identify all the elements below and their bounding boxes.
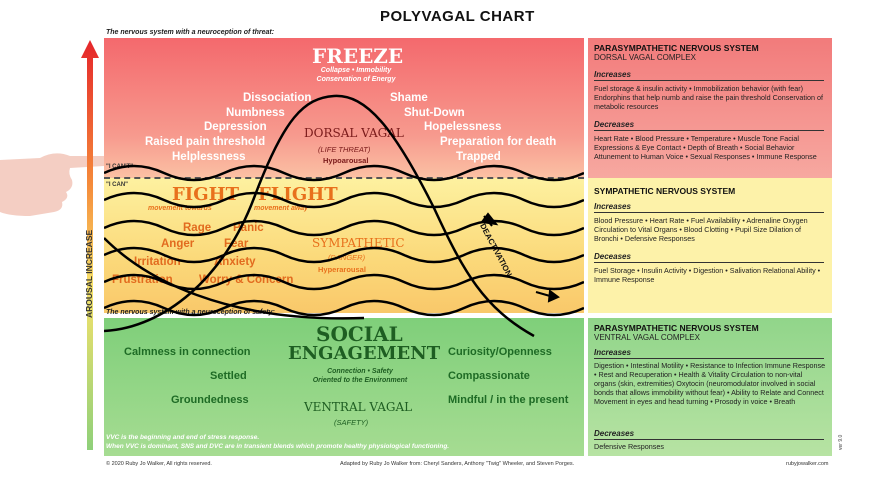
- social-word: Settled: [210, 370, 247, 382]
- dorsal-increases-text: Fuel storage & insulin activity • Immobi…: [594, 84, 823, 111]
- social-word: Calmness in connection: [124, 346, 251, 358]
- freeze-sub2: Conservation of Energy: [316, 76, 396, 83]
- freeze-word: Helplessness: [172, 151, 246, 163]
- freeze-title: FREEZE: [312, 44, 404, 68]
- sympathetic-label: SYMPATHETIC: [312, 236, 405, 250]
- social-title-1: SOCIAL: [316, 322, 403, 346]
- chart-title: POLYVAGAL CHART: [380, 8, 535, 25]
- fight-word: Irritation: [134, 256, 181, 268]
- sympathetic-increases-head: Increases: [594, 202, 824, 213]
- sympathetic-panel: SYMPATHETIC NERVOUS SYSTEM Increases Blo…: [588, 178, 832, 313]
- social-word: Groundedness: [171, 394, 249, 406]
- can-label: "I CAN": [106, 182, 129, 188]
- dorsal-panel: PARASYMPATHETIC NERVOUS SYSTEM DORSAL VA…: [588, 38, 832, 178]
- social-title-2: ENGAGEMENT: [288, 343, 441, 364]
- hypoarousal-label: Hypoarousal: [323, 156, 369, 165]
- dorsal-decreases-text: Heart Rate • Blood Pressure • Temperatur…: [594, 134, 817, 161]
- freeze-sub1: Collapse • Immobility: [320, 67, 392, 74]
- freeze-word: Dissociation: [243, 92, 312, 104]
- flight-word: Panic: [233, 222, 264, 234]
- flight-sub: movement away: [254, 205, 309, 212]
- freeze-word: Raised pain threshold: [145, 136, 266, 148]
- ventral-decreases-head: Decreases: [594, 429, 824, 440]
- freeze-word: Preparation for death: [440, 136, 557, 148]
- ventral-increases-text: Digestion • Intestinal Motility • Resist…: [594, 361, 826, 406]
- flight-title: FLIGHT: [258, 184, 338, 205]
- social-engagement-zone: [104, 318, 584, 456]
- version-label: ver 9.0: [838, 434, 844, 450]
- ventral-panel-sub: VENTRAL VAGAL COMPLEX: [594, 333, 700, 342]
- ventral-panel-title: PARASYMPATHETIC NERVOUS SYSTEM: [594, 323, 759, 333]
- ventral-vagal-label: VENTRAL VAGAL: [304, 400, 413, 414]
- freeze-word: Trapped: [456, 151, 501, 163]
- vvc-note-2: When VVC is dominant, SNS and DVC are in…: [106, 443, 450, 450]
- social-sub1: Connection • Safety: [327, 368, 393, 375]
- dorsal-vagal-label: DORSAL VAGAL: [304, 126, 404, 140]
- social-word: Mindful / in the present: [448, 394, 569, 406]
- danger-label: (DANGER): [328, 253, 366, 262]
- threshold-divider: [104, 177, 584, 179]
- ventral-decreases-text: Defensive Responses: [594, 442, 664, 451]
- dorsal-increases-head: Increases: [594, 70, 824, 81]
- vvc-note-1: VVC is the beginning and end of stress r…: [106, 434, 260, 441]
- arousal-axis-label: AROUSAL INCREASE: [84, 229, 94, 318]
- social-word: Curiosity/Openness: [448, 346, 552, 358]
- dorsal-panel-title: PARASYMPATHETIC NERVOUS SYSTEM: [594, 43, 759, 53]
- freeze-word: Shame: [390, 92, 428, 104]
- freeze-word: Shut-Down: [404, 107, 465, 119]
- pointing-hand-icon: [0, 153, 107, 216]
- ventral-panel: PARASYMPATHETIC NERVOUS SYSTEM VENTRAL V…: [588, 318, 832, 456]
- fight-sub: movement towards: [148, 205, 212, 212]
- copyright: © 2020 Ruby Jo Walker, All rights reserv…: [106, 461, 212, 467]
- website-link[interactable]: rubyjowalker.com: [786, 461, 829, 467]
- threat-note: The nervous system with a neuroception o…: [106, 29, 275, 36]
- sympathetic-decreases-head: Deceases: [594, 252, 824, 263]
- ventral-increases-head: Increases: [594, 348, 824, 359]
- social-sub2: Oriented to the Environment: [312, 377, 408, 384]
- arousal-arrow-icon: [81, 40, 99, 450]
- freeze-word: Depression: [204, 121, 267, 133]
- social-word: Compassionate: [448, 370, 530, 382]
- sympathetic-panel-title: SYMPATHETIC NERVOUS SYSTEM: [594, 186, 736, 196]
- adapted-credit: Adapted by Ruby Jo Walker from: Cheryl S…: [340, 461, 575, 467]
- flight-word: Anxiety: [214, 256, 256, 268]
- safety-note: The nervous system with a neuroception o…: [106, 309, 275, 316]
- freeze-word: Hopelessness: [424, 121, 502, 133]
- dorsal-decreases-head: Decreases: [594, 120, 824, 131]
- freeze-word: Numbness: [226, 107, 285, 119]
- sympathetic-increases-text: Blood Pressure • Heart Rate • Fuel Avail…: [594, 216, 808, 243]
- fight-word: Rage: [183, 222, 212, 234]
- life-threat-label: (LIFE THREAT): [318, 145, 371, 154]
- arousal-curves: [104, 94, 584, 338]
- freeze-zone: [104, 38, 584, 178]
- hyperarousal-label: Hyperarousal: [318, 265, 366, 274]
- sympathetic-decreases-text: Fuel Storage • Insulin Activity • Digest…: [594, 266, 821, 284]
- safety-label: (SAFETY): [334, 418, 369, 427]
- dorsal-panel-sub: DORSAL VAGAL COMPLEX: [594, 53, 696, 62]
- fight-word: Anger: [161, 238, 195, 250]
